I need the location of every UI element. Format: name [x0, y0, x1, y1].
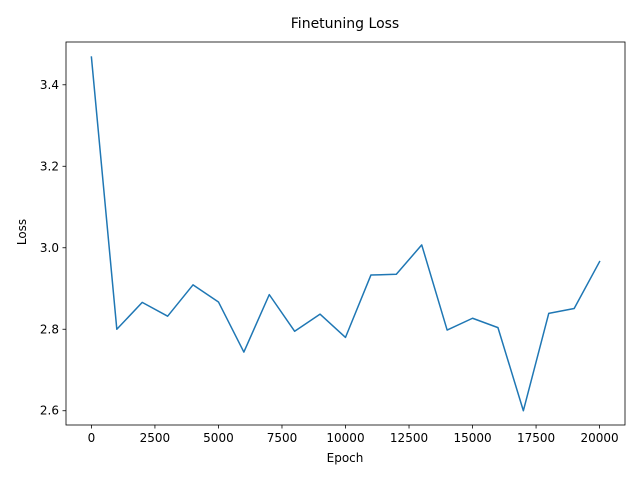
y-tick-label: 3.0	[40, 241, 59, 255]
plot-area	[65, 41, 626, 426]
y-tick-label: 2.6	[40, 404, 59, 418]
x-axis: 0 2500 5000 7500 10000 12500 15000 17500 20000	[88, 425, 619, 445]
x-tick-label: 7500	[267, 431, 298, 445]
y-axis-title: Loss	[15, 219, 29, 245]
y-axis: 2.6 2.8 3.0 3.2 3.4	[40, 78, 66, 418]
y-tick-label: 3.4	[40, 78, 59, 92]
chart-title: Finetuning Loss	[291, 16, 399, 32]
x-tick-label: 20000	[580, 431, 618, 445]
y-tick-label: 2.8	[40, 322, 59, 336]
series-line-0	[90, 56, 601, 412]
plot-frame	[65, 41, 626, 426]
x-axis-title: Epoch	[327, 451, 364, 465]
x-tick-label: 0	[88, 431, 96, 445]
y-tick-label: 3.2	[40, 159, 59, 173]
x-tick-label: 5000	[203, 431, 234, 445]
x-tick-label: 15000	[453, 431, 491, 445]
x-tick-label: 12500	[390, 431, 428, 445]
x-tick-label: 10000	[326, 431, 364, 445]
x-tick-label: 17500	[517, 431, 555, 445]
x-tick-label: 2500	[140, 431, 171, 445]
